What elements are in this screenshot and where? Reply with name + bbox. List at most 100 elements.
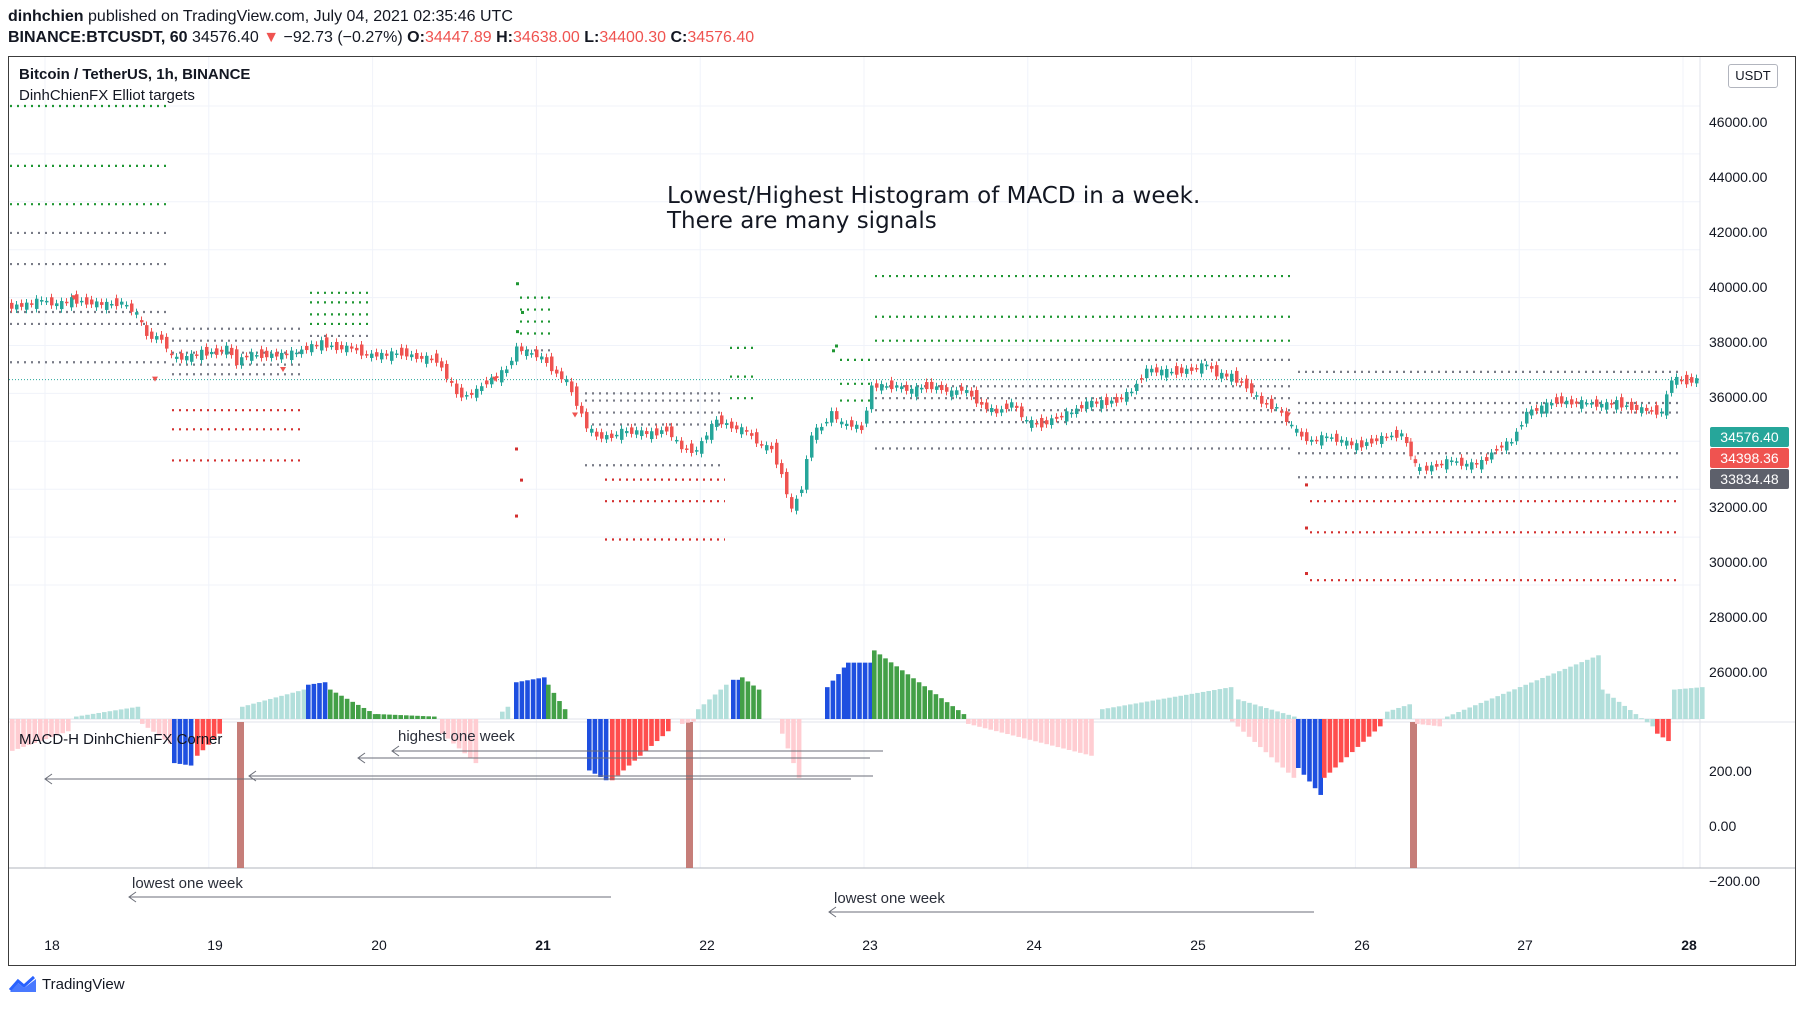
- macd-histogram-bar: [1639, 718, 1644, 720]
- candle-body: [130, 303, 134, 312]
- candle-body: [480, 386, 484, 392]
- macd-histogram-bar: [38, 719, 43, 742]
- candle-body: [335, 341, 339, 351]
- candle-body: [210, 351, 214, 355]
- macd-histogram-bar: [118, 709, 124, 719]
- author-name[interactable]: dinhchien: [8, 8, 84, 25]
- macd-histogram-bar: [857, 662, 862, 719]
- candle-body: [1000, 409, 1004, 413]
- macd-histogram-bar: [328, 689, 333, 719]
- candle-body: [630, 427, 634, 434]
- candle-body: [685, 448, 689, 450]
- macd-histogram-bar: [85, 714, 90, 719]
- macd-histogram-bar: [290, 692, 295, 719]
- candle-body: [1675, 376, 1679, 385]
- macd-histogram-bar: [1212, 690, 1217, 719]
- candle-body: [1195, 368, 1199, 370]
- candle-body: [95, 301, 99, 308]
- candle-body: [1285, 411, 1289, 422]
- macd-pane-legend[interactable]: MACD-H DinhChienFX Corner: [19, 731, 223, 748]
- candle-body: [995, 408, 999, 414]
- candle-body: [1175, 366, 1179, 375]
- macd-histogram-bar: [1545, 675, 1551, 719]
- candle-body: [1215, 365, 1219, 377]
- macd-histogram-bar: [1100, 709, 1105, 719]
- open-value: 34447.89: [424, 29, 492, 46]
- macd-histogram-bar: [1688, 688, 1694, 719]
- macd-histogram-bar: [168, 719, 173, 744]
- candle-body: [700, 441, 704, 454]
- macd-histogram-bar: [785, 719, 791, 749]
- macd-histogram-bar: [1596, 655, 1601, 719]
- candle-body: [835, 411, 839, 420]
- candle-body: [1370, 438, 1374, 444]
- candle-body: [730, 421, 734, 429]
- candle-body: [1010, 402, 1014, 408]
- candle-body: [170, 353, 174, 356]
- macd-histogram-bar: [1066, 719, 1072, 750]
- macd-histogram-bar: [621, 719, 626, 771]
- signal-triangle: [280, 367, 286, 373]
- candle-body: [1660, 411, 1664, 414]
- tradingview-brand[interactable]: TradingView: [8, 975, 125, 993]
- target-marker: [521, 310, 524, 314]
- macd-histogram-bar: [900, 670, 905, 719]
- candle-body: [1645, 407, 1649, 411]
- candle-body: [635, 430, 639, 435]
- macd-histogram-bar: [1467, 707, 1472, 719]
- macd-histogram-bar: [1105, 708, 1111, 719]
- macd-histogram-bar: [381, 714, 387, 719]
- macd-histogram-bar: [888, 662, 894, 719]
- macd-histogram-bar: [1390, 709, 1396, 719]
- candle-body: [85, 297, 89, 305]
- publish-info: dinhchien published on TradingView.com, …: [8, 8, 513, 26]
- macd-histogram-bar: [505, 706, 511, 719]
- candle-body: [795, 498, 799, 511]
- candle-body: [590, 428, 594, 433]
- candle-body: [1320, 435, 1324, 446]
- week-marker-band: [1410, 722, 1417, 868]
- chart-legend-title[interactable]: Bitcoin / TetherUS, 1h, BINANCE: [19, 66, 251, 83]
- macd-histogram-bar: [999, 719, 1005, 733]
- macd-histogram-bar: [211, 719, 217, 740]
- indicator-legend[interactable]: DinhChienFX Elliot targets: [19, 87, 195, 104]
- candle-body: [955, 390, 959, 395]
- price-and-macd-chart[interactable]: [9, 57, 1795, 965]
- macd-histogram-bar: [367, 711, 372, 719]
- macd-histogram-bar: [928, 690, 933, 719]
- candle-body: [1680, 379, 1684, 382]
- target-marker: [1305, 526, 1308, 530]
- macd-histogram-bar: [26, 719, 32, 745]
- candle-body: [940, 384, 944, 391]
- candle-body: [550, 356, 554, 372]
- candle-body: [405, 348, 409, 357]
- macd-histogram-bar: [60, 719, 65, 734]
- macd-histogram-bar: [456, 719, 462, 749]
- macd-histogram-bar: [1178, 695, 1183, 719]
- macd-histogram-bar: [1644, 719, 1650, 723]
- candle-body: [1450, 460, 1454, 463]
- candle-body: [1110, 400, 1114, 404]
- macd-histogram-bar: [409, 715, 415, 719]
- candle-body: [1295, 428, 1299, 433]
- macd-histogram-bar: [1307, 719, 1312, 782]
- macd-histogram-bar: [1236, 699, 1241, 719]
- candle-body: [1440, 463, 1444, 466]
- macd-histogram-bar: [712, 694, 718, 719]
- candle-body: [820, 426, 824, 431]
- candle-body: [310, 344, 314, 353]
- currency-button[interactable]: USDT: [1728, 64, 1778, 88]
- candle-body: [650, 431, 654, 440]
- macd-histogram-bar: [1378, 719, 1383, 727]
- macd-histogram-bar: [1269, 709, 1275, 719]
- macd-histogram-bar: [306, 684, 311, 719]
- candle-body: [615, 434, 619, 437]
- macd-histogram-bar: [151, 719, 156, 732]
- time-axis-label: 19: [207, 937, 223, 953]
- candle-body: [15, 304, 19, 310]
- macd-histogram-bar: [1111, 707, 1116, 719]
- macd-histogram-bar: [615, 719, 621, 776]
- candle-body: [1355, 443, 1359, 451]
- macd-histogram-bar: [156, 719, 162, 736]
- macd-histogram-bar: [102, 712, 107, 719]
